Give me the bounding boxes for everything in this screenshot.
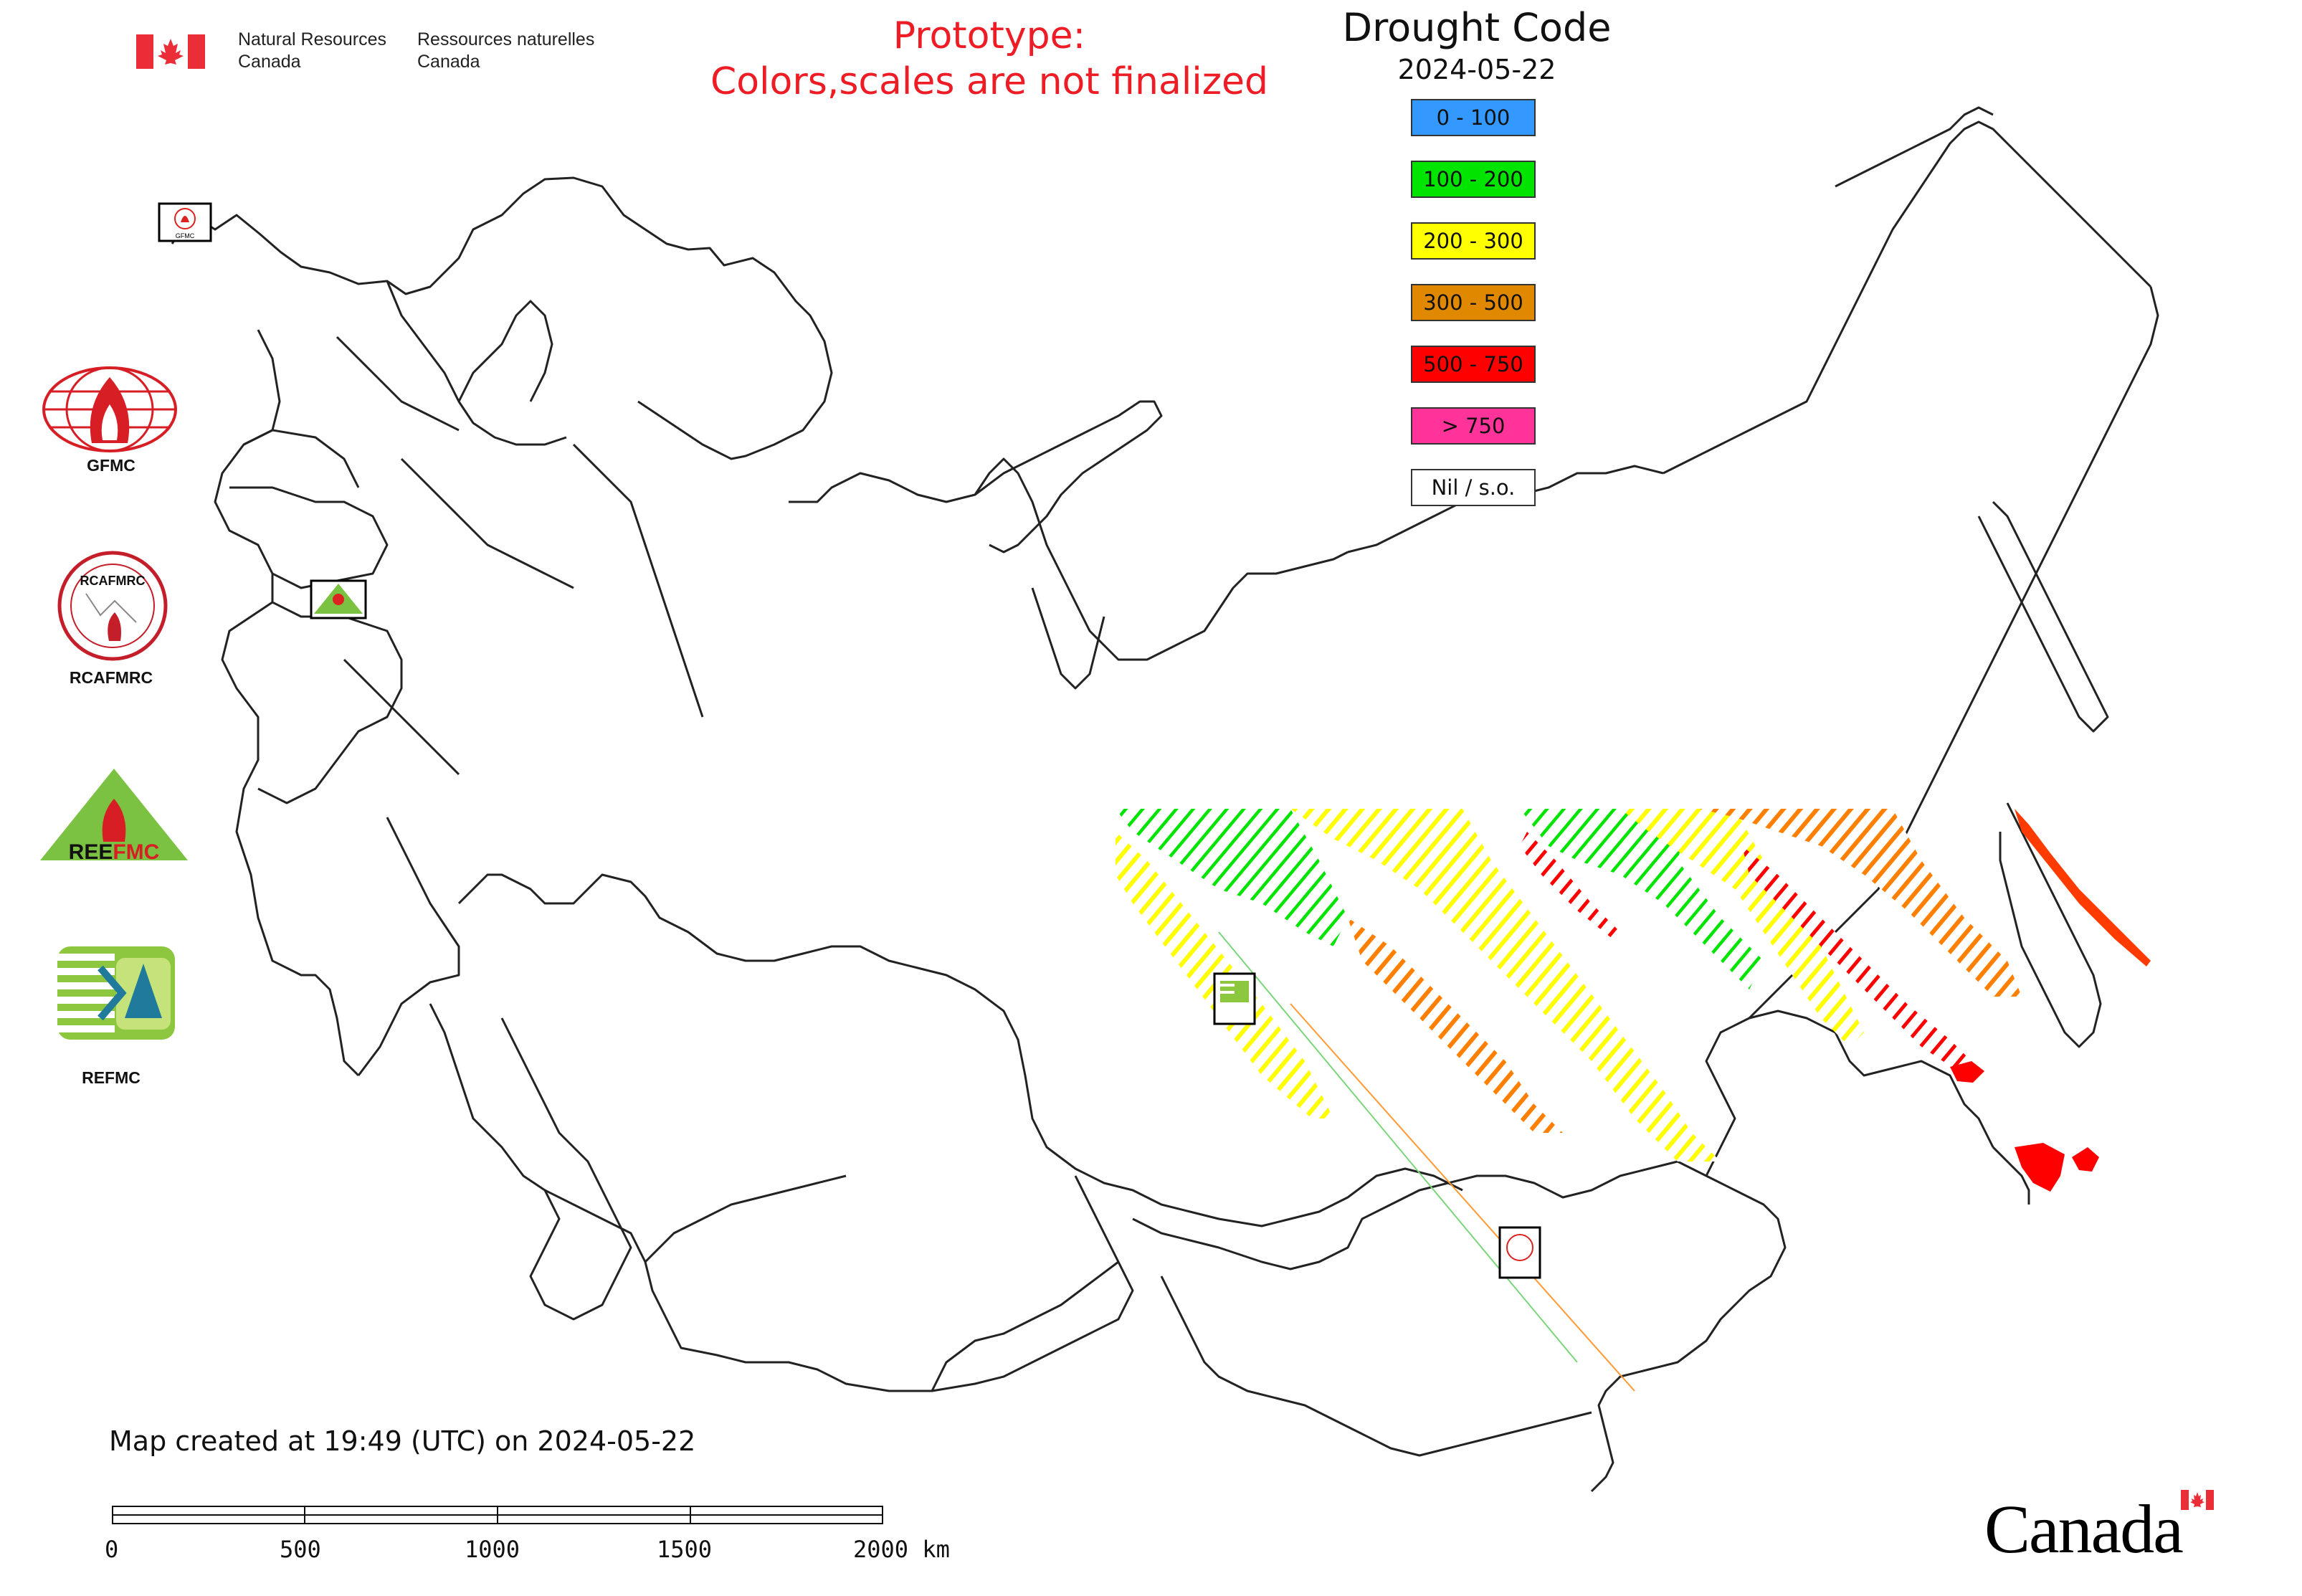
drought-code-fill	[1116, 809, 2151, 1392]
kyrgyz-border	[931, 1260, 1119, 1392]
mongolia-border	[1132, 1160, 1787, 1493]
kazakhstan-border	[457, 873, 1463, 1227]
scale-label-1000: 1000	[465, 1536, 520, 1563]
oblast-lines-3	[343, 658, 460, 776]
svg-text:REEFMC: REEFMC	[69, 840, 160, 864]
refmc-logo	[57, 946, 175, 1040]
fill-orange-centre	[1348, 918, 1563, 1133]
scale-label-1500: 1500	[657, 1536, 713, 1563]
legend-item-nil: Nil / s.o.	[1411, 469, 1536, 506]
legend-label: 0 - 100	[1436, 105, 1511, 130]
org-name-fr-line2: Canada	[417, 52, 480, 72]
canada-wordmark-text: Canada	[1984, 1491, 2184, 1567]
scale-label-0: 0	[105, 1536, 119, 1563]
oblast-lines-1	[336, 336, 460, 432]
legend-item-over-750: > 750	[1411, 407, 1536, 445]
caspian-sea	[429, 1003, 632, 1321]
org-name-en-line1: Natural Resources	[238, 29, 387, 49]
prototype-notice: Prototype: Colors,scales are not finaliz…	[645, 13, 1333, 105]
refmc-label: REFMC	[82, 1068, 141, 1087]
primorye	[1992, 1146, 2030, 1205]
chukotka	[1835, 106, 1994, 188]
rcafmrc-label: RCAFMRC	[69, 668, 153, 687]
legend-item-100-200: 100 - 200	[1411, 161, 1536, 198]
org-name-fr-line1: Ressources naturelles	[417, 29, 595, 49]
central-asia-south	[544, 1175, 1134, 1392]
prototype-line1: Prototype:	[893, 14, 1086, 57]
scale-label-2000: 2000 km	[853, 1536, 950, 1563]
map-marker-rcafmrc	[1498, 1226, 1541, 1279]
ukraine-border	[257, 601, 403, 804]
kamchatka	[1977, 500, 2109, 733]
legend-item-200-300: 200 - 300	[1411, 222, 1536, 260]
gfmc-label: GFMC	[87, 456, 135, 475]
map-created-timestamp: Map created at 19:49 (UTC) on 2024-05-22	[109, 1425, 696, 1457]
fill-streak-1	[1218, 931, 1578, 1363]
uzbek-border	[644, 1174, 847, 1263]
fill-red-spot-2	[2015, 1143, 2065, 1192]
finland-border	[457, 300, 553, 402]
legend-label: > 750	[1441, 414, 1506, 438]
rcafmrc-logo: RCAFMRC	[57, 551, 168, 661]
legend-date: 2024-05-22	[1397, 54, 1556, 85]
poland-border	[243, 429, 360, 488]
wordmark-flag-icon	[2181, 1490, 2214, 1510]
fill-red-spot-1	[1950, 1061, 1984, 1083]
belarus-border	[229, 486, 389, 589]
org-name-en: Natural Resources Canada	[238, 29, 386, 73]
sakhalin	[1999, 802, 2102, 1048]
fill-red-west	[1520, 832, 1620, 939]
fill-green-east	[1520, 809, 1764, 989]
fill-red-east	[1742, 846, 1979, 1075]
legend-title: Drought Code	[1342, 5, 1612, 50]
legend-label: Nil / s.o.	[1431, 475, 1516, 500]
scale-label-500: 500	[280, 1536, 321, 1563]
scale-bar	[112, 1506, 883, 1524]
fill-streak-2	[1290, 1003, 1635, 1392]
mongolia-south	[1160, 1276, 1592, 1457]
legend-item-300-500: 300 - 500	[1411, 284, 1536, 321]
fill-red-kamchatka	[2015, 809, 2151, 966]
yamal	[1031, 587, 1105, 690]
svg-text:GFMC: GFMC	[176, 232, 195, 239]
fill-orange-east	[1699, 809, 2022, 997]
legend-item-0-100: 0 - 100	[1411, 99, 1536, 136]
svg-text:RCAFMRC: RCAFMRC	[80, 574, 146, 588]
map-marker-refmc	[1213, 972, 1256, 1025]
ural-line	[572, 443, 704, 718]
west-border	[214, 329, 360, 1077]
legend-label: 200 - 300	[1423, 229, 1523, 253]
canada-flag-icon	[136, 34, 205, 69]
org-name-en-line2: Canada	[238, 52, 301, 72]
baltic-coast	[386, 280, 567, 446]
scandinavia-outline	[171, 176, 833, 460]
fill-green-west	[1116, 809, 1348, 946]
prototype-line2: Colors,scales are not finalized	[710, 60, 1269, 103]
map-marker-reefmc	[310, 579, 367, 619]
fill-yellow-centre	[1290, 809, 1721, 1162]
legend-label: 300 - 500	[1423, 290, 1523, 315]
china-border-east	[1705, 1010, 1994, 1177]
arctic-coast-west	[789, 457, 1349, 661]
fill-yellow-east	[1620, 809, 1864, 1047]
fill-red-spot-3	[2072, 1147, 2099, 1172]
gov-header: Natural Resources Canada Ressources natu…	[136, 27, 624, 77]
legend-label: 500 - 750	[1423, 352, 1523, 376]
oblast-lines-2	[400, 457, 574, 589]
map-marker-gfmc: GFMC	[158, 202, 212, 242]
arctic-coast-east	[1663, 120, 2152, 475]
canada-wordmark: Canada	[1984, 1490, 2235, 1569]
org-name-fr: Ressources naturelles Canada	[417, 29, 594, 73]
gfmc-logo	[42, 366, 177, 452]
legend-label: 100 - 200	[1423, 167, 1523, 191]
caucasus	[357, 817, 460, 1076]
reefmc-logo: REEFMC	[40, 769, 188, 864]
novaya-zemlya	[974, 400, 1163, 554]
legend-item-500-750: 500 - 750	[1411, 346, 1536, 383]
